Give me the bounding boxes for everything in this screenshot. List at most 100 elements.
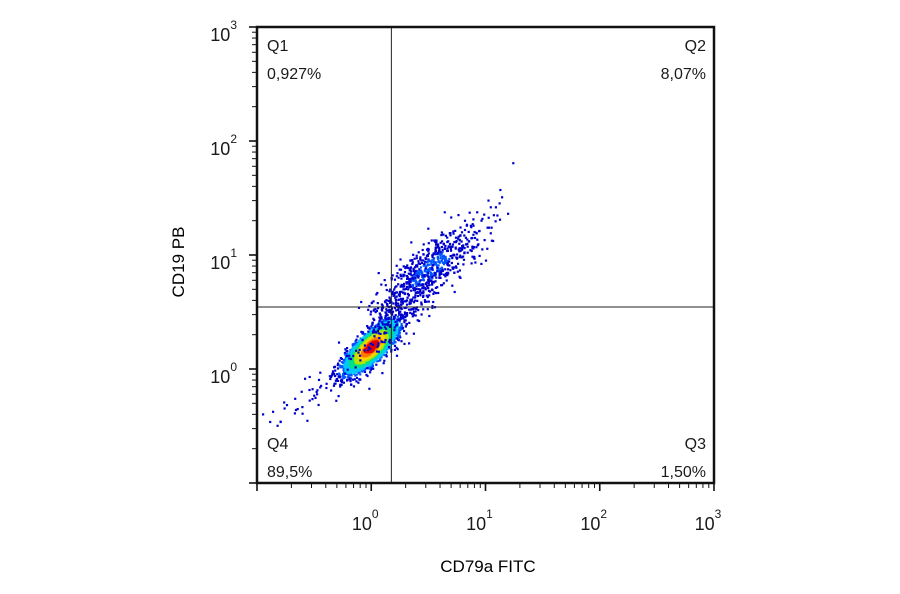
event-dot — [417, 271, 420, 274]
quadrant-percent-q4: 89,5% — [267, 464, 312, 481]
event-dot — [388, 296, 391, 299]
event-dot — [316, 393, 319, 396]
event-dot — [440, 234, 443, 237]
event-dot — [283, 401, 286, 404]
event-dot — [416, 265, 419, 268]
event-dot — [394, 303, 397, 306]
event-dot — [339, 383, 342, 386]
event-dot — [344, 372, 347, 375]
event-dot — [375, 324, 378, 327]
event-dot — [325, 382, 328, 385]
event-dot — [440, 260, 443, 263]
event-dot — [296, 408, 299, 411]
event-dot — [363, 370, 367, 373]
event-dot — [395, 285, 398, 288]
event-dot — [486, 247, 489, 250]
event-dot — [441, 261, 444, 264]
event-dot — [369, 342, 372, 345]
event-dot — [398, 313, 401, 316]
event-dot — [402, 265, 405, 268]
event-dot — [416, 319, 419, 322]
event-dot — [473, 255, 476, 258]
event-dot — [465, 224, 468, 227]
event-dot — [427, 252, 430, 255]
event-dot — [394, 296, 397, 299]
event-dot — [317, 403, 320, 407]
event-dot — [363, 344, 366, 347]
event-dot — [432, 300, 435, 304]
event-dot — [380, 315, 383, 319]
event-dot — [435, 241, 438, 244]
event-dot — [425, 257, 428, 261]
event-dot — [439, 276, 442, 279]
event-dot — [427, 300, 430, 303]
event-dot — [431, 305, 434, 308]
event-dot — [371, 343, 375, 346]
event-dot — [337, 395, 340, 398]
event-dot — [383, 279, 386, 282]
event-dot — [422, 243, 425, 246]
quadrant-percent-q2: 8,07% — [661, 66, 706, 83]
event-dot — [348, 354, 351, 357]
event-dot — [416, 269, 419, 273]
event-dot — [398, 290, 402, 294]
event-dot — [472, 246, 475, 249]
event-dot — [397, 298, 400, 302]
event-dot — [478, 229, 481, 233]
event-dot — [449, 255, 452, 258]
event-dot — [462, 263, 465, 266]
event-dot — [395, 309, 398, 312]
event-dot — [428, 284, 431, 287]
event-dot — [404, 325, 407, 328]
event-dot — [423, 299, 426, 302]
event-dot — [426, 281, 429, 284]
event-dot — [372, 329, 375, 332]
event-dot — [458, 269, 461, 272]
event-dot — [424, 288, 427, 291]
event-dot — [465, 243, 468, 246]
y-tick-label: 103 — [210, 18, 237, 45]
event-dot — [385, 313, 388, 316]
event-dot — [354, 366, 357, 369]
event-dot — [445, 272, 448, 276]
event-dot — [269, 420, 272, 424]
event-dot — [308, 388, 311, 392]
event-dot — [483, 213, 486, 216]
event-dot — [449, 232, 452, 235]
event-dot — [347, 374, 350, 377]
event-dot — [398, 311, 401, 314]
event-dot — [346, 378, 349, 382]
event-dot — [351, 344, 354, 347]
event-dot — [417, 262, 420, 265]
event-dot — [453, 290, 456, 294]
event-dot — [469, 224, 472, 227]
event-dot — [455, 266, 458, 269]
event-dot — [362, 331, 365, 334]
event-dot — [460, 256, 463, 259]
event-dot — [450, 261, 453, 265]
event-dot — [433, 257, 436, 260]
event-dot — [315, 390, 318, 394]
event-dot — [379, 313, 382, 316]
event-dot — [402, 291, 405, 294]
event-dot — [501, 196, 504, 199]
event-dot — [334, 369, 337, 372]
event-dot — [464, 236, 467, 239]
event-dot — [419, 256, 422, 259]
event-dot — [446, 240, 449, 244]
event-dot — [459, 254, 462, 257]
event-dot — [420, 313, 423, 316]
event-dot — [430, 271, 433, 274]
event-dot — [363, 333, 366, 336]
event-dot — [402, 288, 405, 291]
event-dot — [396, 272, 399, 275]
event-dot — [360, 300, 363, 304]
event-dot — [399, 268, 403, 271]
event-dot — [439, 268, 442, 271]
event-dot — [446, 236, 449, 239]
event-dot — [363, 349, 366, 352]
event-dot — [365, 373, 368, 376]
event-dot — [407, 294, 410, 297]
event-dot — [419, 294, 422, 297]
event-dot — [337, 362, 340, 365]
